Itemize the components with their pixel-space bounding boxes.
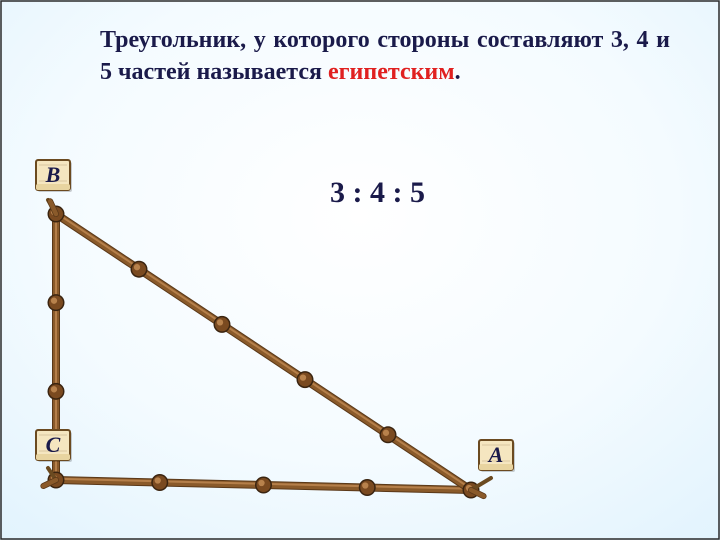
svg-text:B: B (45, 162, 61, 187)
triangle-diagram: A B C (0, 0, 720, 540)
svg-text:C: C (46, 432, 61, 457)
svg-text:A: A (487, 442, 504, 467)
